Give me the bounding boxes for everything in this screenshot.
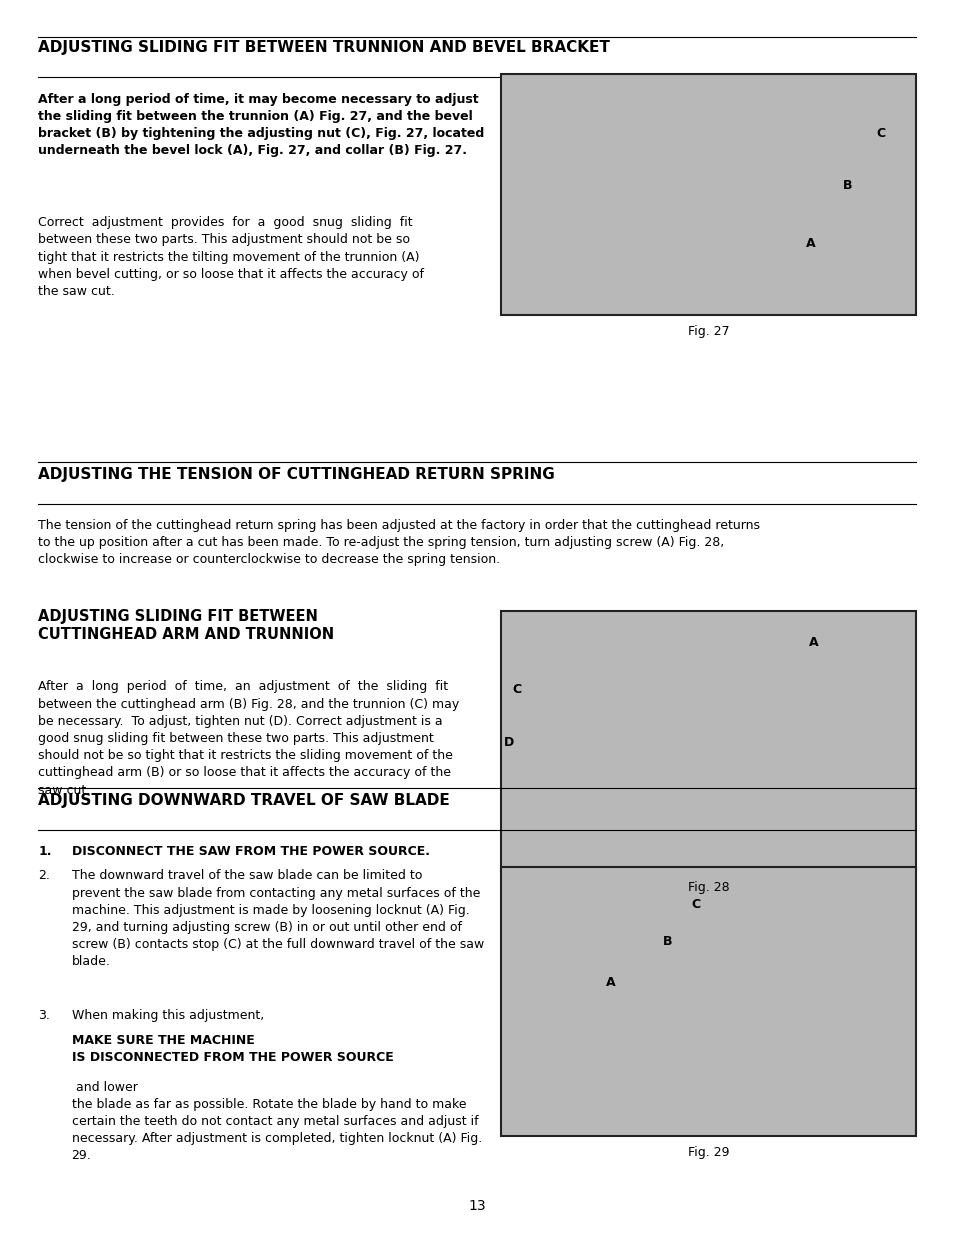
Text: MAKE SURE THE MACHINE
IS DISCONNECTED FROM THE POWER SOURCE: MAKE SURE THE MACHINE IS DISCONNECTED FR… [71, 1034, 393, 1063]
Text: A: A [808, 636, 818, 650]
Text: The downward travel of the saw blade can be limited to
prevent the saw blade fro: The downward travel of the saw blade can… [71, 869, 483, 968]
Text: C: C [876, 127, 885, 141]
Text: ADJUSTING SLIDING FIT BETWEEN TRUNNION AND BEVEL BRACKET: ADJUSTING SLIDING FIT BETWEEN TRUNNION A… [38, 40, 609, 54]
Text: A: A [805, 237, 815, 251]
Text: After  a  long  period  of  time,  an  adjustment  of  the  sliding  fit
between: After a long period of time, an adjustme… [38, 680, 459, 797]
Text: ADJUSTING THE TENSION OF CUTTINGHEAD RETURN SPRING: ADJUSTING THE TENSION OF CUTTINGHEAD RET… [38, 467, 555, 482]
Text: Fig. 28: Fig. 28 [687, 881, 728, 894]
Bar [500, 867, 915, 1136]
Text: B: B [842, 179, 852, 193]
Text: ADJUSTING DOWNWARD TRAVEL OF SAW BLADE: ADJUSTING DOWNWARD TRAVEL OF SAW BLADE [38, 793, 450, 808]
Text: and lower
the blade as far as possible. Rotate the blade by hand to make
certain: and lower the blade as far as possible. … [71, 1081, 481, 1162]
Text: 1.: 1. [38, 845, 51, 858]
Text: DISCONNECT THE SAW FROM THE POWER SOURCE.: DISCONNECT THE SAW FROM THE POWER SOURCE… [71, 845, 429, 858]
Text: After a long period of time, it may become necessary to adjust
the sliding fit b: After a long period of time, it may beco… [38, 93, 484, 157]
Text: C: C [512, 683, 521, 697]
Text: Fig. 29: Fig. 29 [687, 1146, 728, 1160]
Text: A: A [605, 976, 615, 989]
Text: ADJUSTING SLIDING FIT BETWEEN
CUTTINGHEAD ARM AND TRUNNION: ADJUSTING SLIDING FIT BETWEEN CUTTINGHEA… [38, 609, 334, 642]
Text: Correct  adjustment  provides  for  a  good  snug  sliding  fit
between these tw: Correct adjustment provides for a good s… [38, 216, 424, 298]
Text: C: C [691, 898, 700, 911]
Text: Fig. 27: Fig. 27 [687, 325, 728, 338]
Text: 3.: 3. [38, 1009, 50, 1023]
Text: B: B [662, 935, 672, 948]
Text: 13: 13 [468, 1199, 485, 1213]
Text: D: D [503, 736, 514, 750]
Bar [500, 74, 915, 315]
Text: When making this adjustment,: When making this adjustment, [71, 1009, 268, 1023]
Text: The tension of the cuttinghead return spring has been adjusted at the factory in: The tension of the cuttinghead return sp… [38, 519, 760, 566]
Bar [500, 611, 915, 871]
Text: 2.: 2. [38, 869, 50, 883]
